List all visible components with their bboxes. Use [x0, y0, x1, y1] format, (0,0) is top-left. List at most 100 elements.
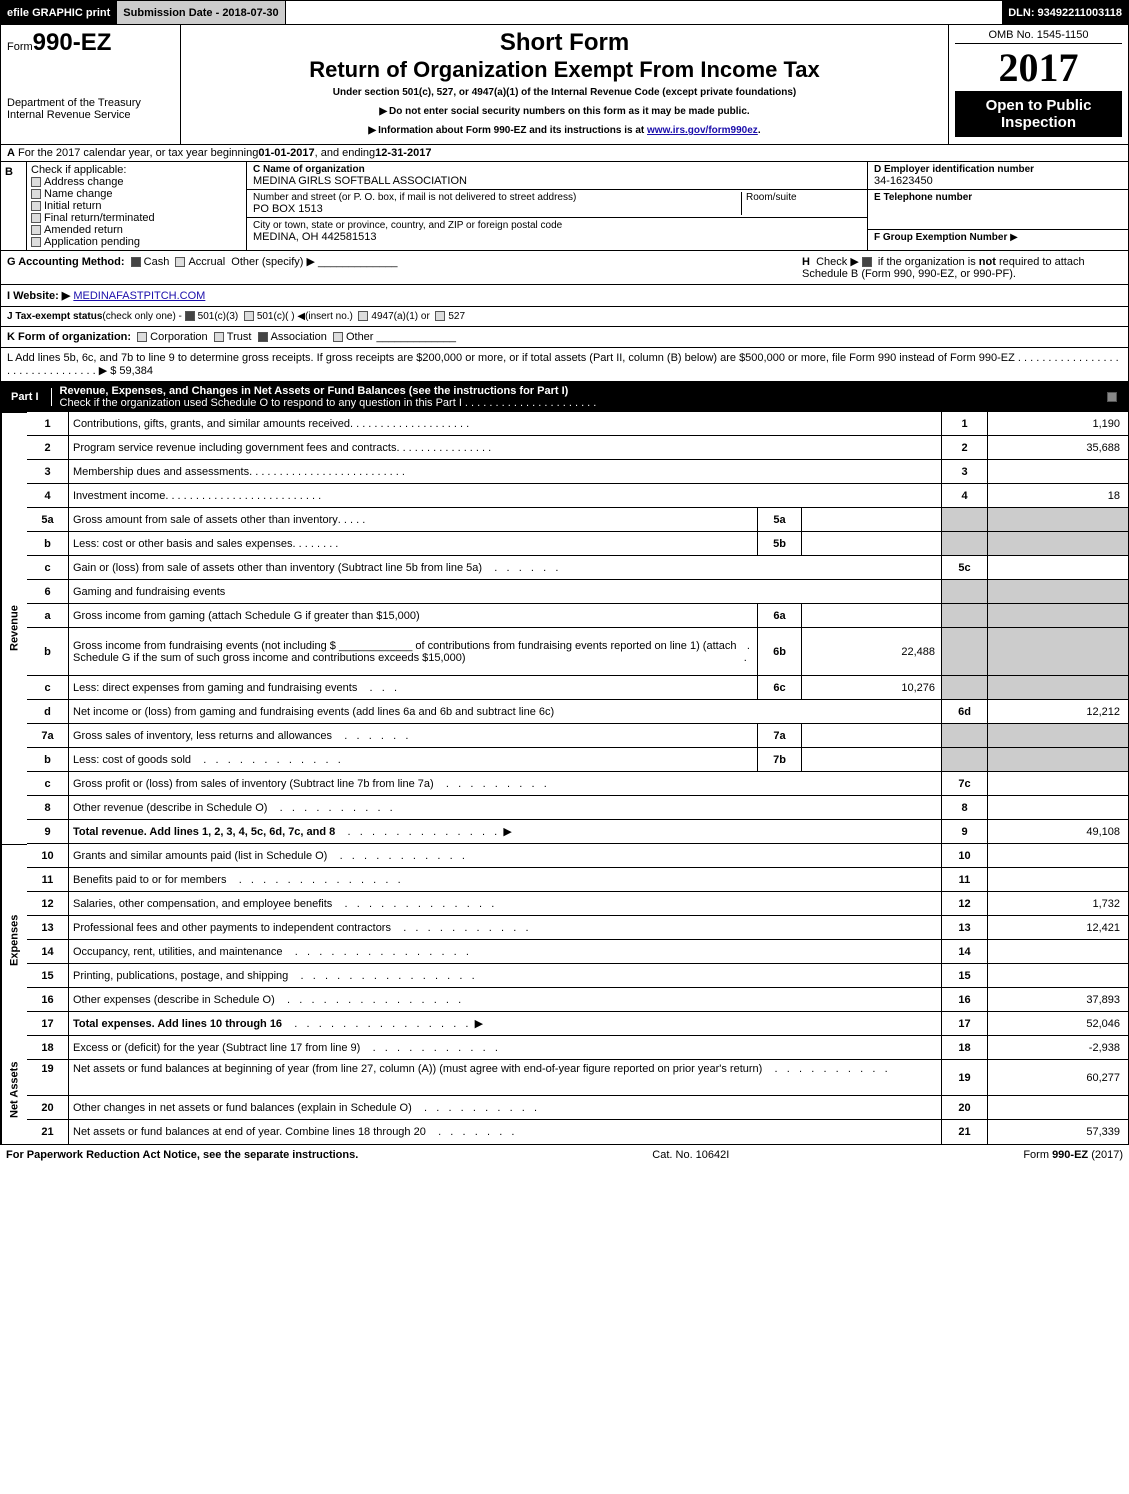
table-row: b Less: cost or other basis and sales ex…: [27, 532, 1128, 556]
part-i-sub: Check if the organization used Schedule …: [60, 397, 462, 409]
outer-box-shaded: [942, 508, 988, 531]
l-amount: ▶ $ 59,384: [99, 365, 153, 377]
opt-other: Other (specify) ▶: [231, 256, 315, 268]
checkbox-name-change[interactable]: [31, 189, 41, 199]
line-box: 13: [942, 916, 988, 939]
checkbox-application-pending[interactable]: [31, 237, 41, 247]
checkbox-501c[interactable]: [244, 311, 254, 321]
line-box: 1: [942, 412, 988, 435]
line-desc: Net income or (loss) from gaming and fun…: [73, 706, 554, 718]
inner-val: 10,276: [802, 676, 942, 699]
checkbox-initial-return[interactable]: [31, 201, 41, 211]
opt-cash: Cash: [144, 256, 170, 268]
website-link[interactable]: MEDINAFASTPITCH.COM: [73, 290, 205, 302]
i-label: I Website: ▶: [7, 290, 70, 302]
line-amt: 1,732: [988, 892, 1128, 915]
line-num: 11: [27, 868, 69, 891]
line-box: 3: [942, 460, 988, 483]
outer-val-shaded: [988, 508, 1128, 531]
org-address: PO BOX 1513: [253, 203, 741, 215]
line-num: 9: [27, 820, 69, 843]
line-num: c: [27, 772, 69, 795]
table-row: 18 Excess or (deficit) for the year (Sub…: [27, 1036, 1128, 1060]
line-amt: 12,421: [988, 916, 1128, 939]
checkbox-trust[interactable]: [214, 332, 224, 342]
line-box: 6d: [942, 700, 988, 723]
page-footer: For Paperwork Reduction Act Notice, see …: [0, 1145, 1129, 1165]
line-desc: Grants and similar amounts paid (list in…: [73, 850, 327, 862]
checkbox-h[interactable]: [862, 257, 872, 267]
line-box: 17: [942, 1012, 988, 1035]
line-box: 5c: [942, 556, 988, 579]
arrow-icon: [368, 125, 378, 136]
g-label: G Accounting Method:: [7, 256, 125, 268]
inner-val: [802, 604, 942, 627]
city-label: City or town, state or province, country…: [253, 220, 861, 231]
line-desc: Total revenue. Add lines 1, 2, 3, 4, 5c,…: [73, 826, 335, 838]
line-desc: Excess or (deficit) for the year (Subtra…: [73, 1042, 360, 1054]
part-i-label: Part I: [1, 388, 52, 406]
j-label: J Tax-exempt status: [7, 311, 102, 322]
info-tail: .: [758, 125, 761, 136]
line-num: 19: [27, 1060, 69, 1095]
checkbox-other[interactable]: [333, 332, 343, 342]
line-desc: Gross income from fundraising events (no…: [73, 640, 738, 664]
line-num: a: [27, 604, 69, 627]
outer-box-shaded: [942, 676, 988, 699]
instructions-link[interactable]: www.irs.gov/form990ez: [647, 125, 758, 136]
dln-badge: DLN: 93492211003118: [1002, 1, 1128, 24]
line-box: 20: [942, 1096, 988, 1119]
line-desc: Membership dues and assessments: [73, 466, 249, 478]
inner-box: 6c: [758, 676, 802, 699]
table-row: 7a Gross sales of inventory, less return…: [27, 724, 1128, 748]
line-num: 5a: [27, 508, 69, 531]
table-row: b Gross income from fundraising events (…: [27, 628, 1128, 676]
line-amt: [988, 460, 1128, 483]
line-a-text2: , and ending: [315, 147, 376, 159]
checkbox-schedule-o[interactable]: [1107, 392, 1117, 402]
line-i: I Website: ▶ MEDINAFASTPITCH.COM: [1, 285, 1128, 307]
line-num: 8: [27, 796, 69, 819]
checkbox-address-change[interactable]: [31, 177, 41, 187]
line-desc: Gross amount from sale of assets other t…: [73, 514, 338, 526]
outer-box-shaded: [942, 628, 988, 675]
side-revenue: Revenue: [1, 412, 27, 844]
outer-box-shaded: [942, 748, 988, 771]
checkbox-final-return[interactable]: [31, 213, 41, 223]
box-d-label: D Employer identification number: [874, 164, 1034, 175]
line-amt: 35,688: [988, 436, 1128, 459]
line-amt: [988, 868, 1128, 891]
line-num: b: [27, 628, 69, 675]
checkbox-accrual[interactable]: [175, 257, 185, 267]
line-num: 18: [27, 1036, 69, 1059]
table-row: 19 Net assets or fund balances at beginn…: [27, 1060, 1128, 1096]
opt-application-pending: Application pending: [44, 236, 140, 248]
table-row: 14 Occupancy, rent, utilities, and maint…: [27, 940, 1128, 964]
line-box: 15: [942, 964, 988, 987]
box-e-label: E Telephone number: [874, 192, 972, 203]
outer-val-shaded: [988, 748, 1128, 771]
checkbox-cash[interactable]: [131, 257, 141, 267]
opt-other-org: Other: [346, 331, 374, 343]
opt-corporation: Corporation: [150, 331, 207, 343]
checkbox-amended-return[interactable]: [31, 225, 41, 235]
tax-year-end: 12-31-2017: [375, 147, 431, 159]
line-box: 9: [942, 820, 988, 843]
line-num: 2: [27, 436, 69, 459]
line-num: 14: [27, 940, 69, 963]
checkbox-527[interactable]: [435, 311, 445, 321]
opt-accrual: Accrual: [188, 256, 225, 268]
line-desc: Other expenses (describe in Schedule O): [73, 994, 275, 1006]
line-desc: Investment income: [73, 490, 165, 502]
letter-b: B: [1, 162, 27, 250]
line-box-shaded: [942, 580, 988, 603]
line-desc: Gross income from gaming (attach Schedul…: [73, 610, 420, 622]
line-num: c: [27, 676, 69, 699]
line-num: 12: [27, 892, 69, 915]
checkbox-corporation[interactable]: [137, 332, 147, 342]
checkbox-association[interactable]: [258, 332, 268, 342]
opt-name-change: Name change: [44, 188, 113, 200]
checkbox-501c3[interactable]: [185, 311, 195, 321]
checkbox-4947[interactable]: [358, 311, 368, 321]
line-box: 19: [942, 1060, 988, 1095]
